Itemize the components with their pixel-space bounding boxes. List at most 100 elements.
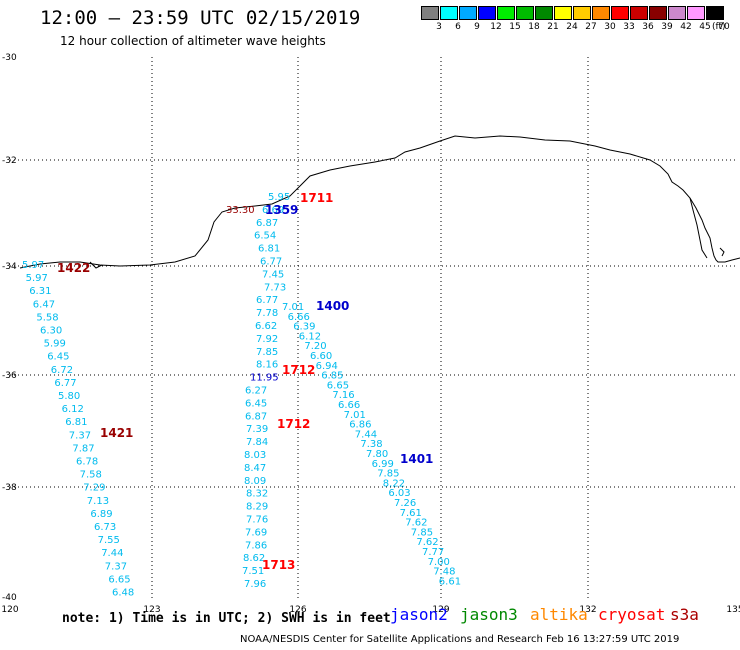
legend-swatch <box>592 6 610 20</box>
legend-swatch <box>497 6 515 20</box>
legend-swatch-label: 36 <box>642 22 654 32</box>
wave-height-point: 8.03 <box>244 450 266 461</box>
latitude-tick-label: -40 <box>2 593 17 603</box>
pass-time-label: 1400 <box>316 299 349 313</box>
legend-swatch <box>421 6 439 20</box>
satellite-legend-item: s3a <box>670 605 699 624</box>
satellite-legend-item: jason3 <box>460 605 518 624</box>
wave-height-point: 6.45 <box>245 398 267 409</box>
pass-time-label: 1712 <box>277 417 310 431</box>
legend-swatch <box>535 6 553 20</box>
wave-height-point: 5.99 <box>44 339 66 350</box>
longitude-tick-label: 129 <box>432 605 449 615</box>
wave-height-point: 6.30 <box>40 326 62 337</box>
wave-height-point: 5.95 <box>268 192 290 203</box>
wave-height-point: 8.32 <box>246 489 268 500</box>
wave-height-point: 6.86 <box>349 420 371 431</box>
coastline <box>19 135 740 269</box>
wave-height-point: 6.60 <box>310 351 332 362</box>
units-note: note: 1) Time is in UTC; 2) SWH is in fe… <box>62 611 391 626</box>
legend-swatch-label: 42 <box>680 22 692 32</box>
wave-height-point: 7.44 <box>355 429 377 440</box>
wave-height-point: 7.77 <box>422 547 444 558</box>
wave-height-point: 7.92 <box>256 334 278 345</box>
longitude-tick-label: 120 <box>1 605 18 615</box>
wave-height-point: 6.12 <box>299 331 321 342</box>
wave-height-point: 7.78 <box>256 308 278 319</box>
legend-swatch <box>573 6 591 20</box>
wave-height-point: 8.16 <box>256 360 278 371</box>
wave-height-point: 8.29 <box>246 502 268 513</box>
wave-height-point: 7.13 <box>87 496 109 507</box>
legend-swatch-label: 30 <box>604 22 616 32</box>
map-subtitle: 12 hour collection of altimeter wave hei… <box>60 34 326 48</box>
wave-height-point: 6.65 <box>108 574 130 585</box>
wave-height-point: 6.85 <box>321 371 343 382</box>
wave-height-point: 6.78 <box>76 457 98 468</box>
legend-swatch <box>630 6 648 20</box>
wave-height-point: 6.77 <box>54 378 76 389</box>
latitude-tick-label: -36 <box>2 371 17 381</box>
latitude-tick-label: -34 <box>2 262 17 272</box>
wave-height-point: 6.47 <box>33 299 55 310</box>
wave-height-point: 7.76 <box>246 515 268 526</box>
wave-height-point: 7.87 <box>72 443 94 454</box>
wave-height-point: 6.03 <box>388 488 410 499</box>
legend-swatch-label: 9 <box>474 22 480 32</box>
wave-height-point: 6.87 <box>256 218 278 229</box>
legend-unit: (ft) <box>712 22 726 32</box>
legend-swatch <box>516 6 534 20</box>
legend-swatch-label: 3 <box>436 22 442 32</box>
legend-swatch-label: 6 <box>455 22 461 32</box>
wave-height-point: 7.00 <box>428 557 450 568</box>
wave-height-point: 6.99 <box>372 459 394 470</box>
latitude-tick-label: -38 <box>2 483 17 493</box>
wave-height-point: 7.20 <box>304 341 326 352</box>
wave-height-point: 6.31 <box>29 286 51 297</box>
coast-islands <box>89 247 725 269</box>
longitude-tick-label: 135 <box>726 605 740 615</box>
wave-height-point: 6.54 <box>254 231 276 242</box>
wave-height-point: 5.80 <box>58 391 80 402</box>
wave-height-point: 6.81 <box>65 417 87 428</box>
wave-height-point: 7.86 <box>245 540 267 551</box>
wave-height-point: 7.62 <box>405 518 427 529</box>
wave-height-point: 7.01 <box>344 410 366 421</box>
wave-height-point: 6.77 <box>260 257 282 268</box>
legend-swatch <box>706 6 724 20</box>
wave-height-point: 7.48 <box>433 567 455 578</box>
wave-height-point: 5.97 <box>26 273 48 284</box>
legend-swatch-label: 70 <box>718 22 730 32</box>
legend-swatch <box>668 6 686 20</box>
wave-height-point: 7.01 <box>282 302 304 313</box>
graticule-grid <box>10 57 735 600</box>
longitude-tick-label: 123 <box>143 605 160 615</box>
wave-height-point: 6.27 <box>245 386 267 397</box>
pass-time-label: 1713 <box>262 558 295 572</box>
pass-time-label: 1422 <box>57 261 90 275</box>
legend-swatch-label: 24 <box>566 22 578 32</box>
wave-height-point: 7.51 <box>242 566 264 577</box>
legend-swatch <box>649 6 667 20</box>
wave-height-point: 7.16 <box>332 390 354 401</box>
wave-height-point: 8.22 <box>383 478 405 489</box>
pass-time-label: 1421 <box>100 426 133 440</box>
wave-height-point: 7.58 <box>80 470 102 481</box>
wave-height-point: 8.47 <box>244 463 266 474</box>
legend-swatch-label: 39 <box>661 22 673 32</box>
legend-swatch-label: 18 <box>528 22 540 32</box>
legend-swatch <box>478 6 496 20</box>
legend-swatch-label: 33 <box>623 22 635 32</box>
pass-time-label: 1712 <box>282 363 315 377</box>
longitude-tick-label: 132 <box>579 605 596 615</box>
wave-height-point: 7.80 <box>366 449 388 460</box>
legend-swatch-label: 27 <box>585 22 597 32</box>
wave-height-point: 5.97 <box>22 260 44 271</box>
wave-height-point: 6.66 <box>338 400 360 411</box>
wave-height-point: 6.89 <box>90 509 112 520</box>
latitude-tick-label: -32 <box>2 156 17 166</box>
wave-height-point: 7.84 <box>246 437 268 448</box>
wave-height-point: 6.65 <box>327 380 349 391</box>
wave-height-point: 11.95 <box>250 373 279 384</box>
